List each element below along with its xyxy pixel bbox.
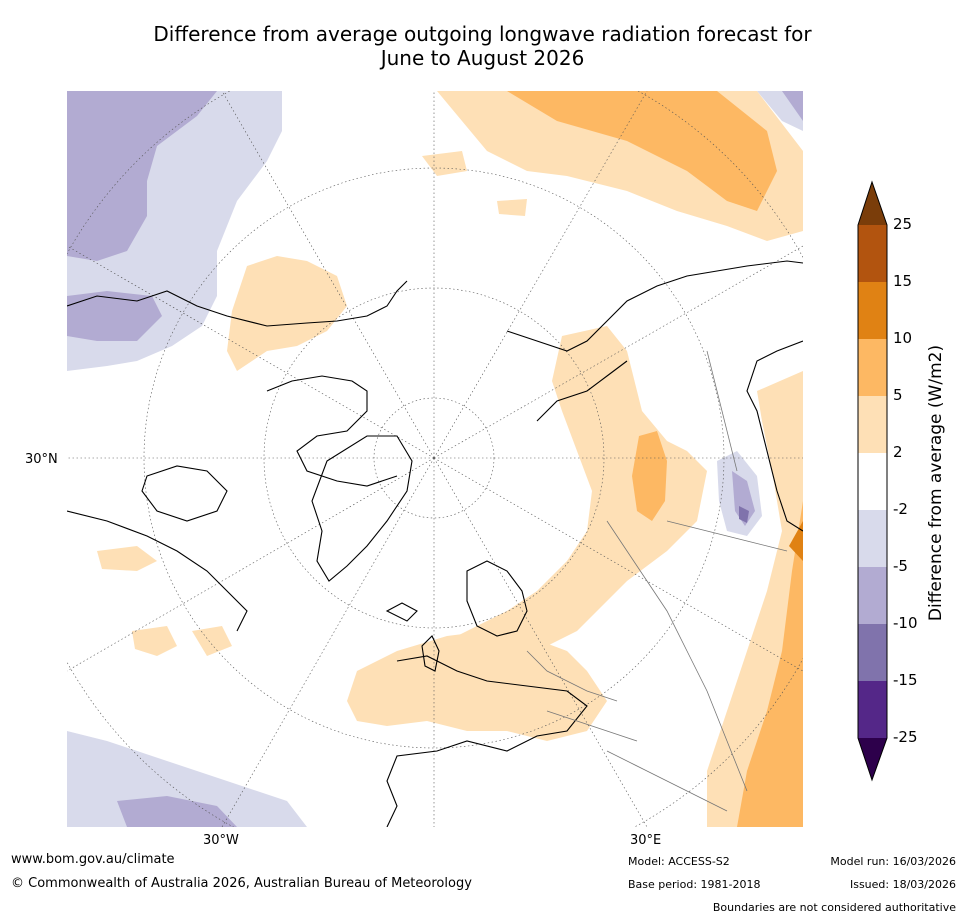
coast-uk bbox=[421, 635, 440, 672]
lat-label-30n: 30°N bbox=[25, 452, 58, 467]
colorbar-tick-neg5: -5 bbox=[893, 557, 908, 575]
forecast-map[interactable] bbox=[67, 91, 803, 827]
coast-iceland bbox=[385, 602, 418, 622]
anomaly-neg-5-10-ne bbox=[782, 91, 803, 121]
graticule bbox=[67, 91, 803, 827]
model-run: Model run: 16/03/2026 bbox=[830, 855, 956, 868]
colorbar-tick-5: 5 bbox=[893, 386, 903, 404]
coast-russia-north bbox=[536, 360, 628, 422]
coast-siberia bbox=[506, 260, 803, 352]
anomaly-pos-10-15-asia-se bbox=[789, 521, 803, 561]
anomaly-pos-2-5-patch-3 bbox=[192, 626, 232, 656]
anomaly-pos-5-10-north bbox=[507, 91, 777, 211]
lon-label-30w: 30°W bbox=[203, 833, 239, 848]
anomaly-pos-5-10-siberia bbox=[632, 431, 667, 521]
title-line-1: Difference from average outgoing longwav… bbox=[153, 22, 812, 46]
anomaly-pos-2-5-patch-5 bbox=[497, 199, 527, 216]
anomaly-neg-5-10-nw2 bbox=[67, 291, 162, 341]
colorbar-segment-neg-15-25 bbox=[858, 681, 887, 738]
colorbar-tick-25: 25 bbox=[893, 215, 913, 233]
colorbar-segment-2-5 bbox=[858, 396, 887, 453]
colorbar-over-triangle bbox=[858, 182, 887, 225]
anomaly-pos-2-5-patch-4 bbox=[422, 151, 467, 176]
coast-labrador bbox=[67, 510, 248, 632]
colorbar-segment-15-25 bbox=[858, 225, 887, 282]
coast-east-asia bbox=[746, 340, 803, 532]
issued-date: Issued: 18/03/2026 bbox=[849, 878, 956, 891]
colorbar-segment-5-10 bbox=[858, 339, 887, 396]
colorbar-tick-2: 2 bbox=[893, 443, 903, 461]
base-period: Base period: 1981-2018 bbox=[628, 878, 761, 891]
anomaly-pos-2-5-eurasia bbox=[352, 326, 707, 721]
chart-title: Difference from average outgoing longwav… bbox=[0, 22, 965, 70]
anomaly-pos-2-5-patch-2 bbox=[132, 626, 177, 656]
colorbar-segment-neg-2-5 bbox=[858, 510, 887, 567]
colorbar-tick-neg2: -2 bbox=[893, 500, 908, 518]
coast-hudson bbox=[141, 465, 228, 522]
coast-europe bbox=[386, 655, 588, 827]
model-name: Model: ACCESS-S2 bbox=[628, 855, 730, 868]
colorbar-under-triangle bbox=[858, 738, 887, 780]
colorbar-tick-neg10: -10 bbox=[893, 614, 918, 632]
anomaly-neg-5-10-sw bbox=[117, 796, 237, 827]
anomaly-pos-2-5-patch-1 bbox=[97, 546, 157, 571]
colorbar-tick-neg25: -25 bbox=[893, 728, 918, 746]
anomaly-pos-2-5-alaska bbox=[227, 256, 347, 371]
copyright-text: © Commonwealth of Australia 2026, Austra… bbox=[11, 876, 472, 891]
boundaries bbox=[526, 350, 788, 812]
colorbar-label: Difference from average (W/m2) bbox=[926, 344, 946, 622]
anomaly-neg-5-10-nw bbox=[67, 91, 217, 261]
anomaly-neg-10-15-east bbox=[739, 506, 749, 523]
colorbar-segment-10-15 bbox=[858, 282, 887, 339]
lon-label-30e: 30°E bbox=[630, 833, 662, 848]
coast-greenland bbox=[311, 435, 413, 582]
colorbar-segment-neutral bbox=[858, 453, 887, 510]
boundaries-disclaimer: Boundaries are not considered authoritat… bbox=[712, 901, 956, 914]
coastlines bbox=[67, 260, 803, 827]
colorbar-tick-neg15: -15 bbox=[893, 671, 918, 689]
anomaly-neg-5-10-east bbox=[732, 471, 755, 526]
title-line-2: June to August 2026 bbox=[380, 46, 585, 70]
anomaly-pos-5-10-asia-se bbox=[737, 501, 803, 827]
colorbar-tick-10: 10 bbox=[893, 329, 913, 347]
coast-canada-arctic bbox=[266, 375, 398, 487]
coast-alaska bbox=[67, 280, 408, 327]
colorbar-tick-15: 15 bbox=[893, 272, 913, 290]
website-link[interactable]: www.bom.gov.au/climate bbox=[11, 852, 175, 867]
map-svg bbox=[67, 91, 803, 827]
colorbar-segment-neg-5-10 bbox=[858, 567, 887, 624]
coast-scandinavia bbox=[466, 560, 528, 637]
colorbar-segment-neg-10-15 bbox=[858, 624, 887, 681]
